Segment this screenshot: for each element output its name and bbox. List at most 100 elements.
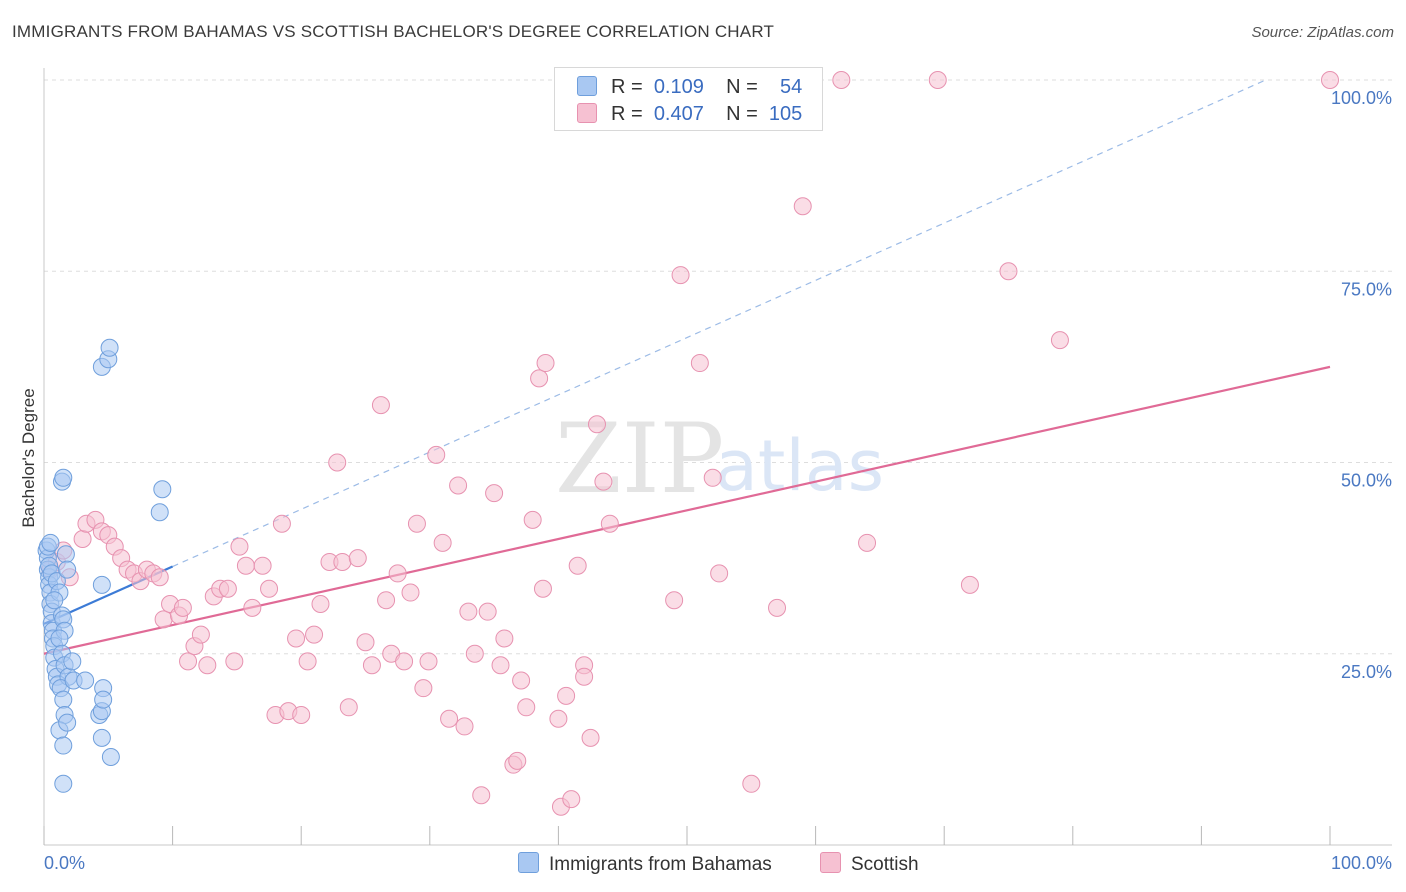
point-scottish: [311, 595, 330, 614]
trend-extension-bahamas: [172, 79, 1266, 568]
grid-lines: [44, 79, 1392, 655]
point-bahamas: [92, 575, 111, 594]
point-scottish: [536, 354, 555, 373]
point-bahamas: [58, 560, 77, 579]
trend-lines: [43, 79, 1331, 655]
point-bahamas: [50, 629, 69, 648]
point-scottish: [928, 71, 947, 89]
legend-row-scottish: R = 0.407 N = 105: [577, 103, 802, 125]
bottom-legend-swatch-blue: [518, 852, 539, 873]
point-bahamas: [76, 671, 95, 690]
source-credit: Source: ZipAtlas.com: [1251, 24, 1394, 41]
point-scottish: [549, 709, 568, 728]
bottom-legend-swatch-pink: [820, 852, 841, 873]
legend-n-value: 54: [780, 76, 803, 98]
point-scottish: [362, 656, 381, 675]
legend-r-label: R =: [611, 76, 643, 98]
point-scottish: [485, 484, 504, 503]
point-scottish: [348, 549, 367, 568]
point-scottish: [328, 453, 347, 472]
point-scottish: [419, 652, 438, 671]
stats-legend: R = 0.109 N = 54 R = 0.407 N = 105: [554, 67, 823, 131]
point-scottish: [427, 445, 446, 464]
point-scottish: [832, 71, 851, 89]
point-scottish: [154, 610, 173, 629]
point-bahamas: [153, 480, 172, 499]
legend-n-label: N =: [726, 76, 758, 98]
point-scottish: [236, 556, 255, 575]
point-bahamas: [54, 774, 73, 793]
point-bahamas: [54, 736, 73, 755]
point-scottish: [517, 698, 536, 717]
x-tick-label: 100.0%: [1331, 853, 1392, 873]
point-scottish: [377, 591, 396, 610]
point-scottish: [455, 717, 474, 736]
point-scottish: [173, 598, 192, 617]
point-scottish: [292, 705, 311, 724]
point-bahamas: [94, 690, 113, 709]
point-bahamas: [41, 533, 60, 552]
point-scottish: [298, 652, 317, 671]
point-scottish: [191, 625, 210, 644]
chart-title: IMMIGRANTS FROM BAHAMAS VS SCOTTISH BACH…: [12, 22, 775, 41]
point-bahamas: [45, 591, 64, 610]
legend-swatch-blue: [577, 76, 597, 96]
point-scottish: [671, 266, 690, 285]
point-scottish: [305, 625, 324, 644]
legend-n-value: 105: [768, 103, 803, 125]
point-scottish: [703, 468, 722, 487]
point-scottish: [472, 786, 491, 805]
point-scottish: [530, 369, 549, 388]
point-scottish: [1050, 331, 1069, 350]
point-bahamas: [63, 652, 82, 671]
point-bahamas: [54, 468, 73, 487]
point-scottish: [243, 598, 262, 617]
point-scottish: [587, 415, 606, 434]
point-scottish: [1321, 71, 1339, 89]
point-scottish: [395, 652, 414, 671]
point-bahamas: [56, 545, 75, 564]
point-scottish: [407, 514, 426, 533]
point-scottish: [440, 709, 459, 728]
point-scottish: [272, 514, 291, 533]
bottom-legend-bahamas: Immigrants from Bahamas: [518, 852, 772, 876]
point-scottish: [508, 751, 527, 770]
point-scottish: [512, 671, 531, 690]
series-scottish: [41, 71, 1339, 816]
point-scottish: [690, 354, 709, 373]
point-scottish: [401, 583, 420, 602]
point-bahamas: [54, 690, 73, 709]
point-scottish: [562, 790, 581, 809]
y-tick-label: 25.0%: [1341, 662, 1392, 682]
point-bahamas: [58, 713, 77, 732]
point-scottish: [253, 556, 272, 575]
legend-r-label: R =: [611, 103, 643, 125]
point-scottish: [333, 552, 352, 571]
point-scottish: [768, 598, 787, 617]
legend-swatch-pink: [577, 103, 597, 123]
point-scottish: [388, 564, 407, 583]
legend-row-bahamas: R = 0.109 N = 54: [577, 76, 802, 98]
legend-r-value: 0.407: [653, 103, 704, 125]
point-bahamas: [100, 338, 119, 357]
series-bahamas: [37, 338, 172, 793]
point-scottish: [150, 568, 169, 587]
point-scottish: [742, 774, 761, 793]
point-scottish: [568, 556, 587, 575]
point-bahamas: [101, 748, 120, 767]
bottom-legend-label: Immigrants from Bahamas: [549, 854, 772, 875]
point-scottish: [218, 579, 237, 598]
watermark: ZIP atlas: [555, 403, 884, 515]
point-scottish: [665, 591, 684, 610]
legend-n-label: N =: [726, 103, 758, 125]
point-scottish: [478, 602, 497, 621]
point-scottish: [710, 564, 729, 583]
watermark-atlas: atlas: [715, 425, 884, 507]
y-tick-label: 50.0%: [1341, 471, 1392, 491]
legend-r-value: 0.109: [653, 76, 704, 98]
point-scottish: [230, 537, 249, 556]
point-scottish: [858, 533, 877, 552]
bottom-legend-label: Scottish: [851, 854, 919, 875]
point-scottish: [260, 579, 279, 598]
axes: [43, 68, 1392, 846]
